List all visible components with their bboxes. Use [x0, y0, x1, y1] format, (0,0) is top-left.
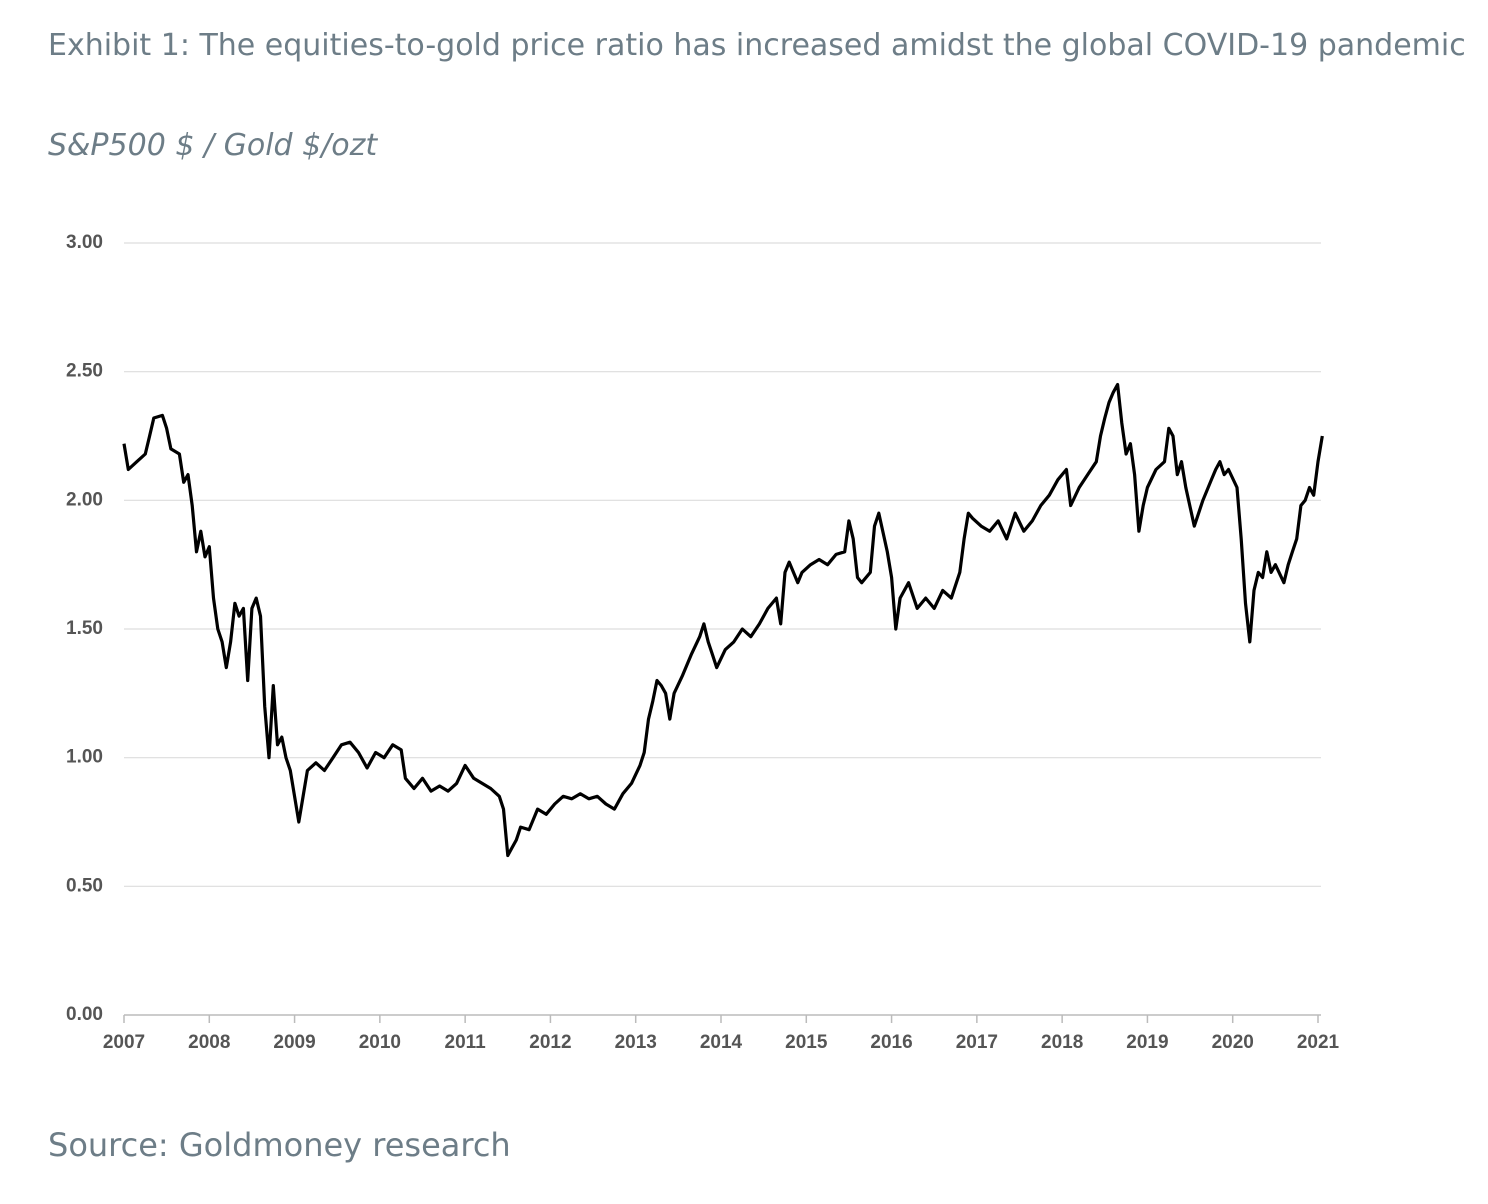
source-note: Source: Goldmoney research — [48, 1126, 511, 1164]
x-tick-label: 2021 — [1297, 1032, 1340, 1053]
data-line — [122, 382, 1324, 858]
x-tick-label: 2007 — [103, 1032, 145, 1053]
y-tick-label: 2.50 — [66, 361, 103, 382]
x-tick-label: 2011 — [445, 1032, 487, 1053]
x-tick-label: 2014 — [700, 1032, 743, 1053]
y-tick-label: 1.00 — [66, 747, 103, 768]
x-tick-label: 2016 — [870, 1032, 912, 1053]
x-tick-label: 2013 — [615, 1032, 657, 1053]
x-tick-label: 2018 — [1041, 1032, 1083, 1053]
x-tick-label: 2017 — [956, 1032, 998, 1053]
y-tick-label: 0.50 — [66, 875, 103, 896]
x-tick-label: 2019 — [1126, 1032, 1168, 1053]
x-tick-label: 2015 — [785, 1032, 828, 1053]
y-tick-label: 1.50 — [66, 618, 103, 639]
x-tick-label: 2008 — [188, 1032, 230, 1053]
x-tick-label: 2020 — [1212, 1032, 1254, 1053]
x-tick-label: 2010 — [359, 1032, 401, 1053]
y-tick-label: 3.00 — [66, 232, 103, 253]
x-tick-label: 2009 — [273, 1032, 315, 1053]
y-tick-label: 0.00 — [66, 1004, 103, 1025]
x-tick-label: 2012 — [529, 1032, 571, 1053]
chart-title: Exhibit 1: The equities-to-gold price ra… — [48, 28, 1466, 63]
chart-subtitle: S&P500 $ / Gold $/ozt — [48, 128, 378, 163]
y-tick-label: 2.00 — [66, 489, 103, 510]
